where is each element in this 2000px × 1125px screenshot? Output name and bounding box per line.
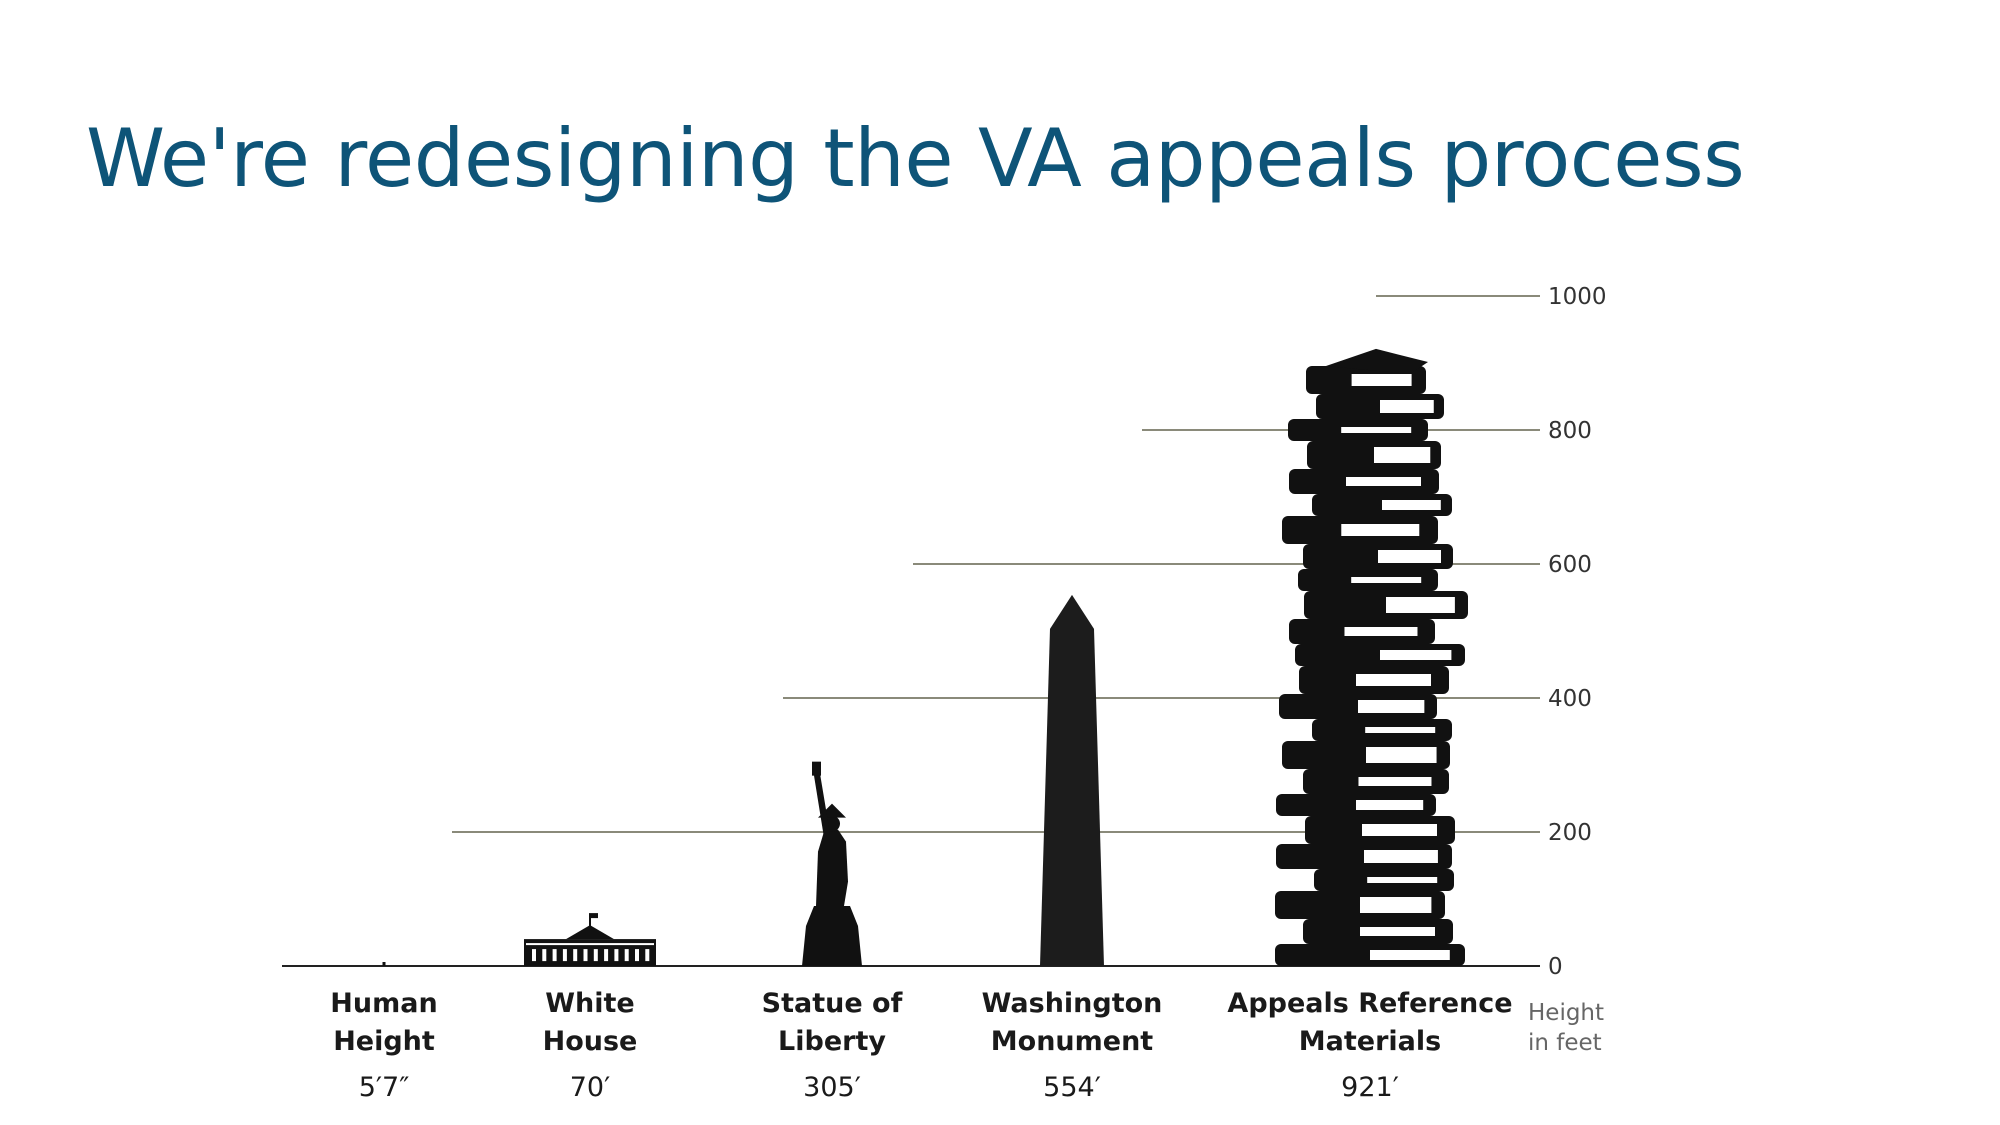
y-tick-label: 400 (1548, 686, 1592, 712)
axis-unit-note: Height in feet (1528, 1000, 1604, 1056)
category-value-label: 70′ (570, 1072, 611, 1103)
category-name: Appeals Reference (1227, 988, 1512, 1019)
category-name: House (543, 1026, 638, 1057)
category-value-label: 921′ (1341, 1072, 1399, 1103)
white-house-icon (524, 913, 656, 978)
category-value-label: 5′7″ (359, 1072, 410, 1103)
category-name: Monument (991, 1026, 1154, 1057)
y-axis-unit-note: Height (1528, 1000, 1604, 1026)
y-tick-label: 800 (1548, 418, 1592, 444)
obelisk-icon (1040, 594, 1104, 966)
category-name: White (545, 988, 634, 1019)
category-name: Materials (1299, 1026, 1441, 1057)
y-axis-unit-note: in feet (1528, 1030, 1602, 1056)
y-tick-label: 0 (1548, 954, 1563, 980)
category-name: Washington (982, 988, 1163, 1019)
book-stack-icon (1275, 348, 1468, 966)
y-axis-ticks: 0 200 400 600 800 1000 (1548, 284, 1607, 980)
category-name: Statue of (762, 988, 903, 1019)
category-name: Height (333, 1026, 435, 1057)
category-name: Human (330, 988, 437, 1019)
category-labels: Human Height 5′7″ White House 70′ Statue of Lib… (330, 988, 1512, 1103)
category-value-label: 554′ (1043, 1072, 1101, 1103)
category-name: Liberty (778, 1026, 886, 1057)
slide-title: We're redesigning the VA appeals process (86, 112, 1745, 205)
y-tick-label: 600 (1548, 552, 1592, 578)
category-value-label: 305′ (803, 1072, 861, 1103)
silhouettes (382, 348, 1468, 978)
y-tick-label: 200 (1548, 820, 1592, 846)
statue-of-liberty-icon (802, 761, 862, 966)
y-tick-label: 1000 (1548, 284, 1607, 310)
person-icon (382, 962, 386, 966)
